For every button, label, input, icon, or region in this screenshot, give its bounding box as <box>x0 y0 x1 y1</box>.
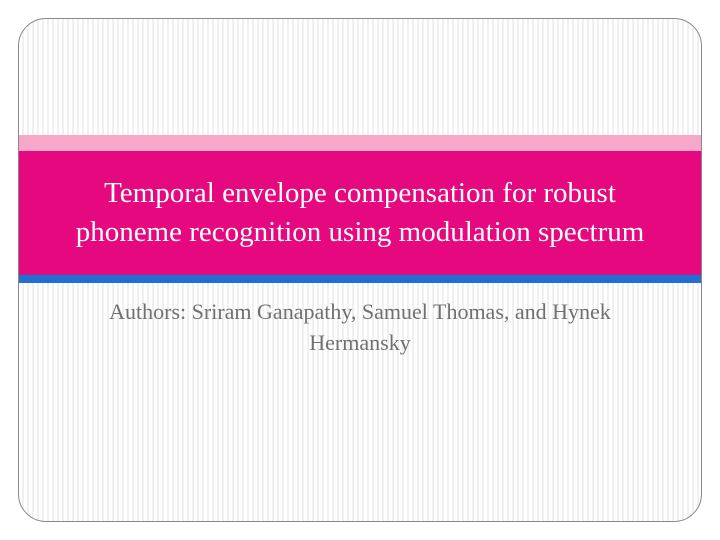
title-band-accent-top <box>19 135 701 151</box>
title-band-accent-bottom <box>19 275 701 283</box>
title-band: Temporal envelope compensation for robus… <box>19 135 701 283</box>
slide-title: Temporal envelope compensation for robus… <box>59 174 661 252</box>
slide-frame: Temporal envelope compensation for robus… <box>18 18 702 522</box>
slide-authors: Authors: Sriram Ganapathy, Samuel Thomas… <box>79 297 641 359</box>
title-band-main: Temporal envelope compensation for robus… <box>19 151 701 275</box>
